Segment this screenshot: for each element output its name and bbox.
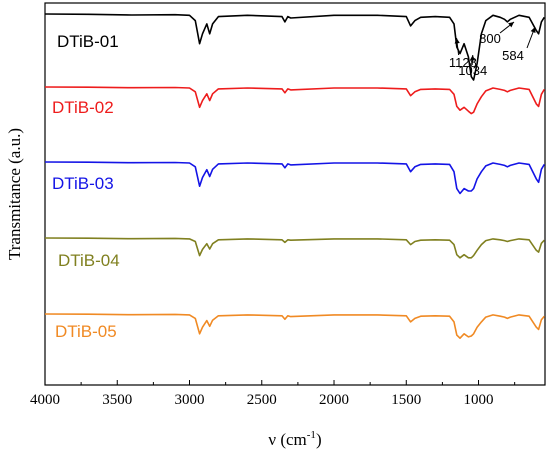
plot-frame xyxy=(44,2,546,386)
annotation-arrowhead xyxy=(530,27,536,33)
series-label-dtib-01: DTiB-01 xyxy=(57,32,119,51)
series-label-dtib-05: DTiB-05 xyxy=(55,322,117,341)
series-label-dtib-02: DTiB-02 xyxy=(52,98,114,117)
x-tick-label: 1500 xyxy=(391,392,421,408)
series-line-dtib-01 xyxy=(44,13,545,81)
series-label-dtib-04: DTiB-04 xyxy=(58,251,120,270)
annotation-arrowhead xyxy=(469,55,476,61)
series-labels: DTiB-01 DTiB-02 DTiB-03 DTiB-04 DTiB-05 xyxy=(52,32,120,341)
annotation-arrowhead xyxy=(508,22,514,28)
peak-label: 584 xyxy=(502,48,524,63)
annotation-arrowhead xyxy=(454,38,460,44)
x-tick-label: 4000 xyxy=(30,392,60,408)
series-lines xyxy=(44,13,545,339)
x-axis-label: ν (cm-1) xyxy=(268,429,321,449)
series-label-dtib-03: DTiB-03 xyxy=(52,174,114,193)
x-tick-label: 2000 xyxy=(319,392,349,408)
peak-label: 1128 xyxy=(449,55,477,70)
y-axis-label: Transmitance (a.u.) xyxy=(5,128,24,260)
peak-label: 800 xyxy=(479,31,501,46)
series-line-dtib-02 xyxy=(44,86,545,115)
series-line-dtib-04 xyxy=(44,237,545,259)
x-tick-label: 3000 xyxy=(175,392,205,408)
peak-label: 1034 xyxy=(458,63,487,78)
x-axis-ticks: 4000 3500 3000 2500 2000 1500 1000 xyxy=(30,380,516,408)
series-line-dtib-03 xyxy=(44,161,545,195)
x-tick-label: 2500 xyxy=(247,392,277,408)
x-tick-label: 1000 xyxy=(464,392,494,408)
x-tick-label: 3500 xyxy=(102,392,132,408)
series-line-dtib-05 xyxy=(44,313,545,339)
